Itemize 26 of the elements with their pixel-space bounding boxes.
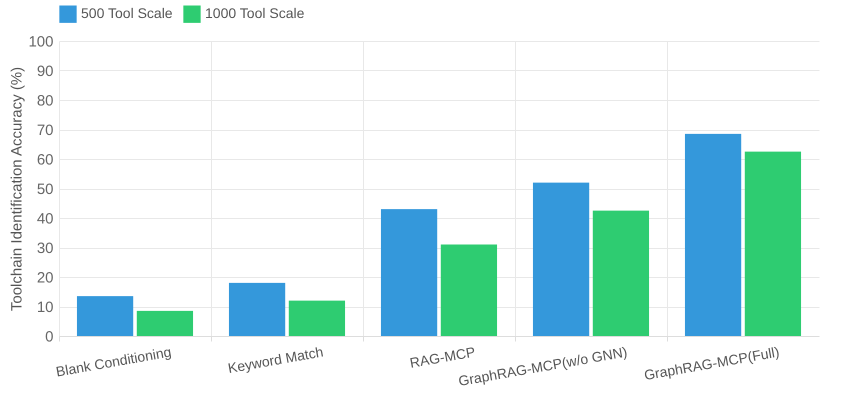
y-tick-label: 30 xyxy=(36,240,54,257)
bar xyxy=(76,296,134,336)
bar xyxy=(592,210,650,336)
y-tick-label: 90 xyxy=(36,63,54,80)
y-tick-label: 70 xyxy=(36,122,54,139)
y-tick-label: 60 xyxy=(36,152,54,168)
y-tick-label: 80 xyxy=(36,92,54,110)
bar xyxy=(532,182,590,336)
legend-label: 1000 Tool Scale xyxy=(205,5,305,22)
bar xyxy=(744,152,802,336)
bar xyxy=(228,282,286,336)
y-tick-label: 100 xyxy=(28,34,54,50)
y-tick-label: 20 xyxy=(36,270,54,286)
y-tick-label: 0 xyxy=(45,328,54,346)
legend-label: 500 Tool Scale xyxy=(81,5,173,22)
x-tick-label: Keyword Match xyxy=(226,344,324,376)
y-axis-title: Toolchain Identification Accuracy (%) xyxy=(8,66,26,312)
y-tick-label: 10 xyxy=(36,299,54,316)
bar xyxy=(136,310,194,336)
x-tick-label: Blank Conditioning xyxy=(54,344,172,380)
y-tick-label: 50 xyxy=(36,181,54,198)
bar xyxy=(288,300,346,336)
y-tick-label: 40 xyxy=(36,210,54,228)
bar xyxy=(684,134,742,336)
bar xyxy=(440,244,498,336)
bar xyxy=(380,209,438,336)
